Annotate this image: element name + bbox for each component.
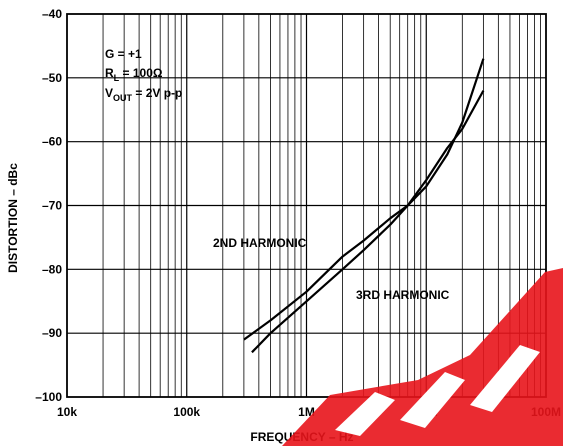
condition-rl: RL = 100Ω <box>105 66 163 83</box>
condition-rl-sub: L <box>114 73 120 83</box>
x-tick-label: 100M <box>531 405 561 419</box>
y-tick-label: –100 <box>35 390 62 404</box>
x-tick-label: 100k <box>173 405 200 419</box>
annotation-3rd-harmonic: 3RD HARMONIC <box>356 288 450 302</box>
y-tick-label: –50 <box>42 71 62 85</box>
y-tick-label: –90 <box>42 326 62 340</box>
annotation-2nd-harmonic: 2ND HARMONIC <box>213 236 307 250</box>
x-tick-label: 1M <box>298 405 315 419</box>
condition-vout: VOUT = 2V p-p <box>105 86 182 103</box>
x-axis-title: FREQUENCY – Hz <box>250 430 353 444</box>
x-tick-label: 10M <box>415 405 438 419</box>
condition-vout-value: = 2V p-p <box>132 86 182 100</box>
y-axis-title: DISTORTION – dBc <box>6 163 20 273</box>
y-tick-labels: –40 –50 –60 –70 –80 –90 –100 <box>35 7 62 404</box>
condition-vout-sub: OUT <box>113 93 133 103</box>
x-tick-label: 10k <box>57 405 77 419</box>
condition-rl-main: R <box>105 66 114 80</box>
condition-rl-value: = 100Ω <box>119 66 163 80</box>
condition-gain: G = +1 <box>105 47 142 61</box>
condition-vout-main: V <box>105 86 113 100</box>
y-tick-label: –60 <box>42 135 62 149</box>
y-tick-label: –40 <box>42 7 62 21</box>
y-tick-label: –70 <box>42 199 62 213</box>
y-tick-label: –80 <box>42 262 62 276</box>
